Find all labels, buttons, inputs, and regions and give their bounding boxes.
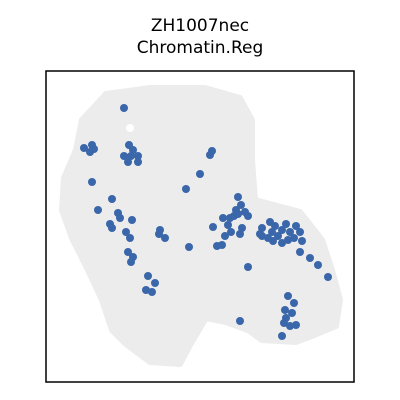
data-point (127, 152, 135, 160)
data-point (278, 332, 286, 340)
data-point (185, 243, 193, 251)
data-point (196, 170, 204, 178)
data-point (236, 317, 244, 325)
data-point (234, 210, 242, 218)
data-point (161, 234, 169, 242)
chart-title-line2: Chromatin.Reg (137, 38, 264, 58)
data-point (155, 230, 163, 238)
data-point (271, 222, 279, 230)
data-point (108, 224, 116, 232)
data-point (237, 201, 245, 209)
data-point (218, 241, 226, 249)
data-point (324, 273, 332, 281)
data-point (292, 321, 300, 329)
data-point (120, 104, 128, 112)
data-point (94, 206, 102, 214)
data-point (148, 288, 156, 296)
data-point (236, 230, 244, 238)
data-point (108, 195, 116, 203)
data-point (284, 292, 292, 300)
data-point (227, 228, 235, 236)
data-point (281, 306, 289, 314)
data-point (124, 248, 132, 256)
data-point (209, 223, 217, 231)
data-point (126, 234, 134, 242)
data-point (224, 221, 232, 229)
data-point (306, 254, 314, 262)
data-point (124, 158, 132, 166)
data-point (122, 228, 130, 236)
data-point (278, 226, 286, 234)
data-point (269, 237, 277, 245)
data-point (286, 322, 294, 330)
data-point (80, 144, 88, 152)
data-point (314, 261, 322, 269)
data-point (244, 263, 252, 271)
data-point (116, 214, 124, 222)
data-point (256, 230, 264, 238)
data-point (127, 258, 135, 266)
data-point (286, 228, 294, 236)
data-point (274, 232, 282, 240)
data-point (288, 309, 296, 317)
data-point (268, 228, 276, 236)
tissue-gap (126, 124, 134, 132)
data-point (219, 214, 227, 222)
data-point (296, 248, 304, 256)
data-point (134, 158, 142, 166)
data-point (120, 152, 128, 160)
data-point (280, 319, 288, 327)
data-point (182, 185, 190, 193)
data-point (226, 214, 234, 222)
data-point (282, 220, 290, 228)
plot-frame (45, 70, 355, 383)
highlighted-spots (80, 104, 332, 340)
chart-title-line1: ZH1007nec (151, 16, 249, 36)
data-point (88, 178, 96, 186)
data-point (296, 228, 304, 236)
data-point (292, 222, 300, 230)
data-point (90, 145, 98, 153)
data-point (290, 299, 298, 307)
data-point (151, 279, 159, 287)
data-point (206, 151, 214, 159)
data-point (128, 216, 136, 224)
data-point (221, 232, 229, 240)
data-point (298, 237, 306, 245)
data-point (234, 193, 242, 201)
data-point (278, 239, 286, 247)
data-point (244, 212, 252, 220)
data-point (144, 272, 152, 280)
data-point (134, 152, 142, 160)
data-point (284, 236, 292, 244)
